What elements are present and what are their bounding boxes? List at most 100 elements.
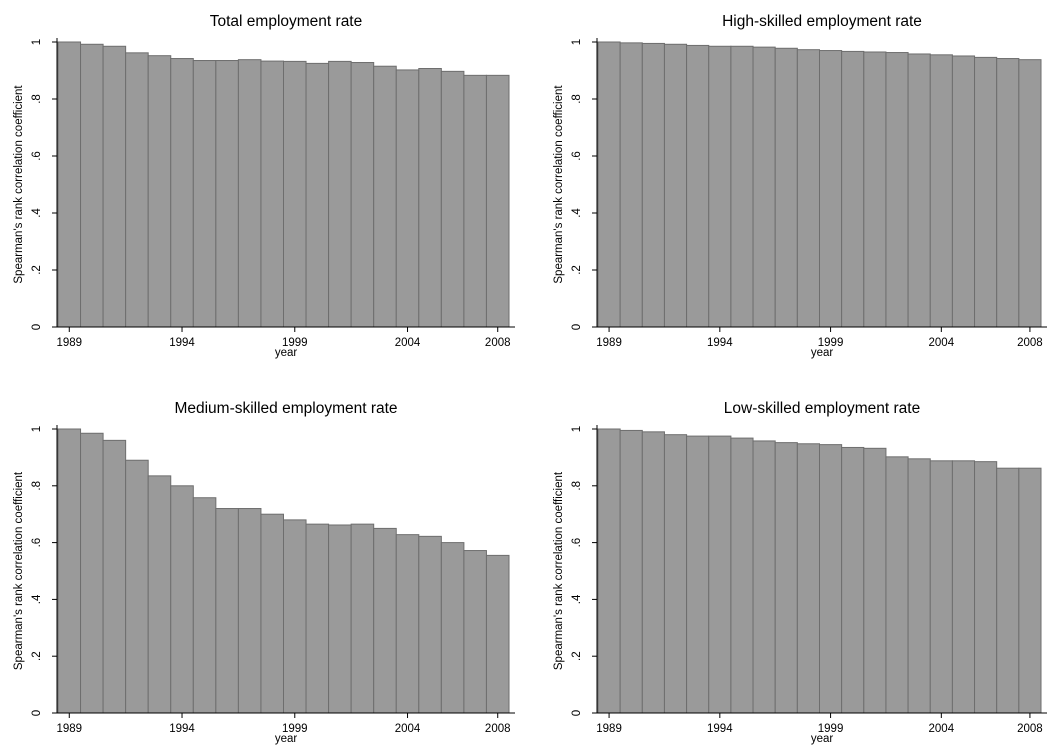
bar xyxy=(305,523,330,714)
bar xyxy=(260,513,285,714)
chart-title: Total employment rate xyxy=(210,13,363,30)
bar xyxy=(907,458,931,714)
bar xyxy=(863,51,887,328)
bar xyxy=(974,56,998,328)
x-tick-label: 2008 xyxy=(485,723,511,735)
bar xyxy=(418,68,442,328)
bar xyxy=(57,428,82,714)
bar xyxy=(796,49,820,328)
x-tick-label: 2008 xyxy=(1017,337,1043,349)
bar xyxy=(192,60,217,328)
x-axis-title: year xyxy=(811,733,834,745)
y-tick-label: .6 xyxy=(31,151,43,161)
chart-panels: 0 .2 .4 .6 .8 1 1989 1994 1999 2004 2008 year Spearm… xyxy=(13,13,1047,745)
y-tick-label: .4 xyxy=(571,594,583,604)
bar xyxy=(305,62,330,328)
bar xyxy=(863,447,887,714)
x-axis-title: year xyxy=(275,733,298,745)
bar xyxy=(663,43,688,328)
bar xyxy=(102,439,127,714)
bar xyxy=(641,42,665,328)
y-tick-label: 1 xyxy=(31,426,43,432)
y-axis-title: Spearman's rank correlation coefficient xyxy=(553,471,565,670)
bar xyxy=(395,534,420,714)
x-tick-label: 2008 xyxy=(1017,723,1043,735)
bar xyxy=(730,45,754,328)
y-tick-label: .8 xyxy=(571,94,583,104)
chart-panel: 0 .2 .4 .6 .8 1 1989 1994 1999 2004 2008 year Spearm… xyxy=(553,13,1047,359)
y-tick-label: .2 xyxy=(571,651,583,661)
x-tick-label: 1999 xyxy=(818,723,844,735)
x-tick-label: 1989 xyxy=(596,337,622,349)
x-tick-label: 1994 xyxy=(707,723,733,735)
bar xyxy=(774,47,798,328)
y-tick-label: 0 xyxy=(571,710,583,716)
bar xyxy=(974,461,998,714)
bar xyxy=(619,429,643,714)
bar xyxy=(147,55,172,328)
bar xyxy=(686,44,710,328)
bar xyxy=(463,74,487,328)
bar xyxy=(373,527,397,714)
bar xyxy=(686,435,710,714)
bar xyxy=(418,535,442,714)
bar xyxy=(641,431,665,714)
chart-panel: 0 .2 .4 .6 .8 1 1989 1994 1999 2004 2008 year Spearm… xyxy=(13,13,515,359)
x-tick-label: 1999 xyxy=(282,723,308,735)
bar xyxy=(57,41,82,328)
chart-panel: 0 .2 .4 .6 .8 1 1989 1994 1999 2004 2008 year Spearm… xyxy=(13,400,515,745)
bar xyxy=(485,74,510,328)
y-axis-title: Spearman's rank correlation coefficient xyxy=(553,85,565,284)
bar xyxy=(463,550,487,714)
bar xyxy=(819,444,843,714)
x-tick-label: 1999 xyxy=(818,337,844,349)
chart-panel: 0 .2 .4 .6 .8 1 1989 1994 1999 2004 2008 year Spearm… xyxy=(553,400,1047,745)
bar xyxy=(597,428,621,714)
bar xyxy=(485,554,510,714)
bar xyxy=(350,62,375,328)
x-tick-label: 1989 xyxy=(596,723,622,735)
x-tick-label: 1989 xyxy=(56,337,82,349)
bar xyxy=(885,52,909,328)
y-tick-label: 0 xyxy=(571,324,583,330)
bar xyxy=(752,440,776,714)
bar xyxy=(170,485,194,714)
x-tick-label: 2004 xyxy=(929,723,955,735)
bar xyxy=(996,58,1020,328)
y-tick-label: 0 xyxy=(31,324,43,330)
bar xyxy=(215,60,239,328)
bar xyxy=(841,446,865,714)
x-tick-label: 2004 xyxy=(929,337,955,349)
bar xyxy=(373,65,397,328)
bar xyxy=(147,475,172,714)
bar xyxy=(328,524,352,714)
y-tick-label: 0 xyxy=(31,710,43,716)
bar xyxy=(752,46,776,328)
bar xyxy=(328,60,352,328)
bar xyxy=(929,54,953,328)
y-tick-label: .4 xyxy=(31,594,43,604)
chart-title: High-skilled employment rate xyxy=(722,13,922,30)
bar xyxy=(663,434,688,714)
bar xyxy=(80,432,104,714)
x-axis-title: year xyxy=(275,347,298,359)
bar xyxy=(237,59,262,328)
chart-title: Low-skilled employment rate xyxy=(724,400,920,417)
bar xyxy=(708,435,732,714)
bar xyxy=(951,55,976,328)
bar xyxy=(885,456,909,714)
bar xyxy=(170,58,194,328)
x-tick-label: 1994 xyxy=(169,337,195,349)
y-axis-title: Spearman's rank correlation coefficient xyxy=(13,471,25,670)
bar xyxy=(1018,59,1042,328)
bar xyxy=(395,69,420,328)
chart-title: Medium-skilled employment rate xyxy=(174,400,397,417)
y-tick-label: 1 xyxy=(571,39,583,45)
bar xyxy=(260,60,285,328)
y-tick-label: .2 xyxy=(31,265,43,275)
x-tick-label: 1989 xyxy=(56,723,82,735)
y-axis-title: Spearman's rank correlation coefficient xyxy=(13,85,25,284)
x-axis-title: year xyxy=(811,347,834,359)
bar xyxy=(215,508,239,714)
bar xyxy=(708,45,732,328)
